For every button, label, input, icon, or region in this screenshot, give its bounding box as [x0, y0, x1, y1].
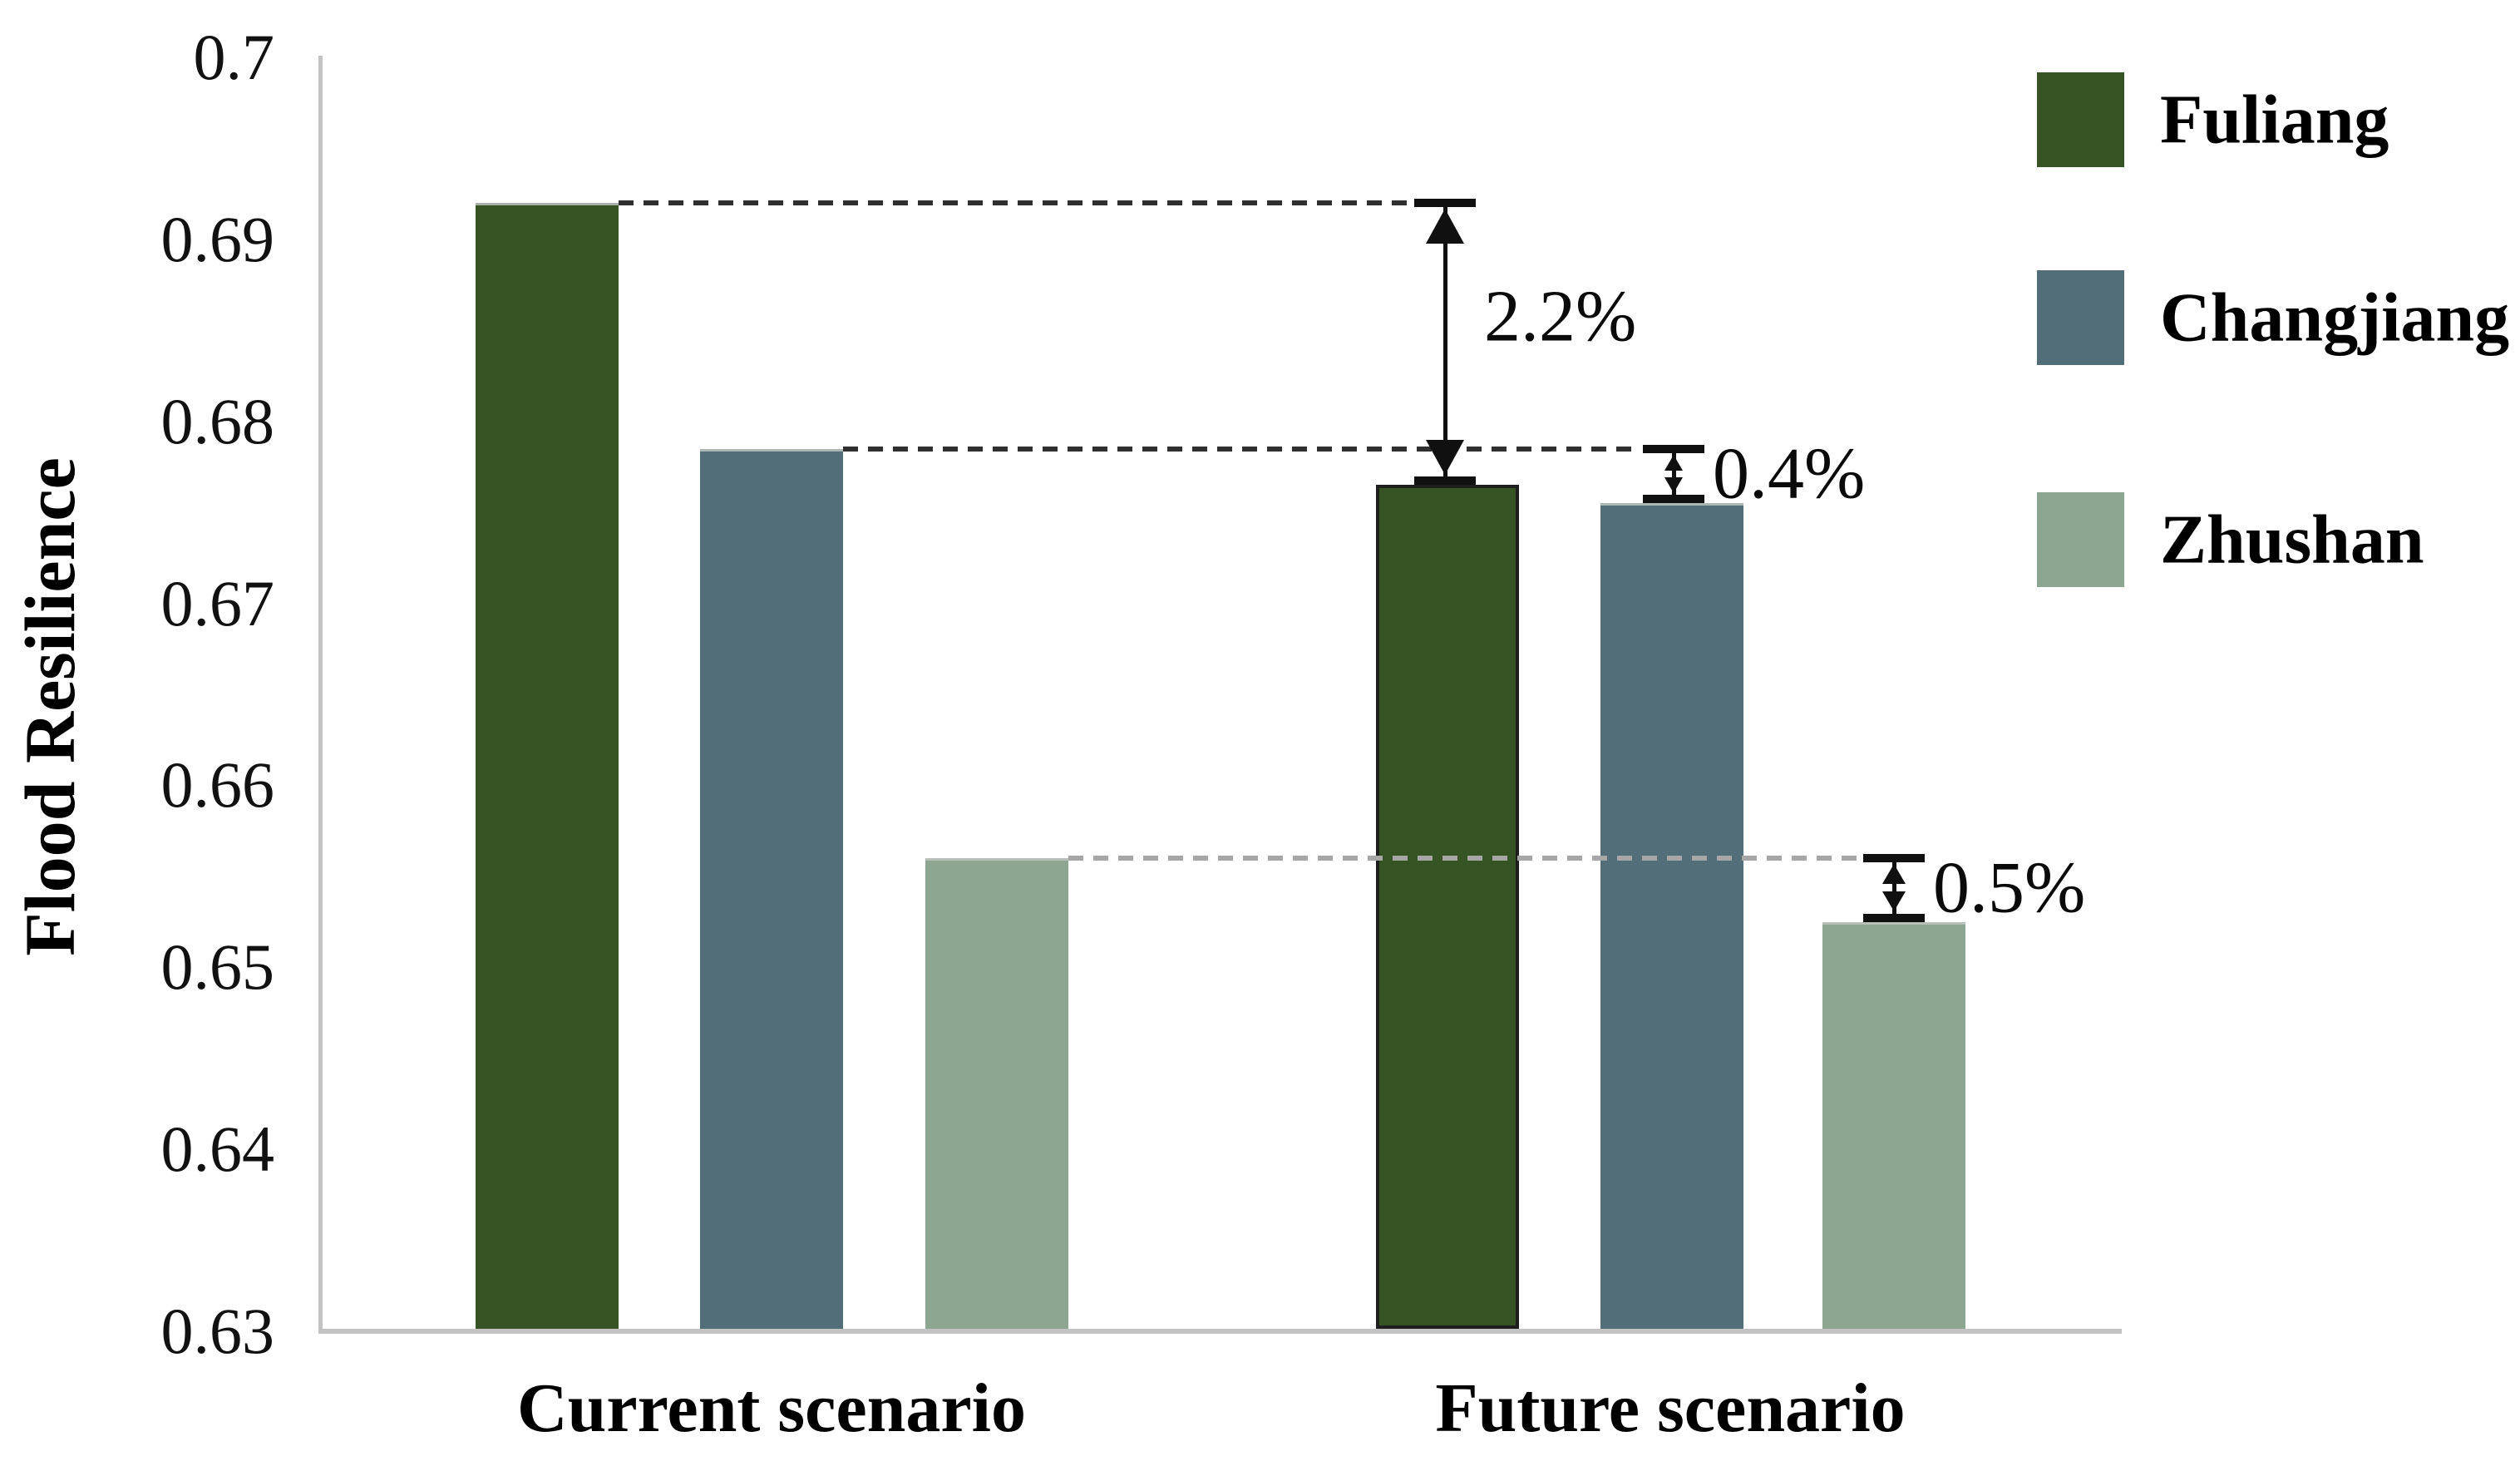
arrow-shaft — [1443, 207, 1447, 477]
legend-label-changjiang: Changjiang — [2160, 279, 2510, 357]
bar-fuliang-future — [1376, 485, 1519, 1329]
x-axis-line — [318, 1329, 2122, 1334]
arrow-bottom-cap — [1414, 476, 1476, 486]
legend-label-zhushan: Zhushan — [2160, 501, 2424, 579]
reference-dashed-line-changjiang — [843, 446, 1640, 452]
arrowhead-up — [1664, 454, 1683, 471]
y-tick-label: 0.69 — [160, 202, 275, 275]
arrowhead-down — [1664, 476, 1683, 493]
legend-swatch-zhushan — [2037, 492, 2124, 587]
arrowhead-up — [1882, 863, 1906, 884]
legend-label-fuliang: Fuliang — [2160, 81, 2389, 159]
bar-changjiang-current — [700, 448, 843, 1329]
arrowhead-down — [1426, 440, 1464, 476]
bar-changjiang-future — [1600, 503, 1743, 1329]
annotation-label-fuliang: 2.2% — [1484, 276, 1637, 358]
annotation-label-changjiang: 0.4% — [1713, 433, 1866, 515]
bar-fuliang-current — [476, 203, 619, 1329]
arrow-top-cap — [1414, 199, 1476, 208]
annotation-label-zhushan: 0.5% — [1933, 847, 2086, 929]
y-tick-label: 0.68 — [160, 384, 275, 457]
x-axis-label-current: Current scenario — [517, 1370, 1026, 1447]
arrowhead-up — [1426, 209, 1464, 244]
arrow-shaft — [1892, 861, 1896, 914]
reference-dashed-line-zhushan — [1068, 855, 1860, 861]
arrow-top-cap — [1643, 444, 1704, 453]
bar-zhushan-current — [925, 857, 1068, 1329]
arrow-shaft — [1672, 452, 1676, 496]
legend-swatch-fuliang — [2037, 72, 2124, 167]
arrow-bottom-cap — [1863, 913, 1925, 922]
y-tick-label: 0.66 — [160, 748, 275, 822]
legend-swatch-changjiang — [2037, 270, 2124, 365]
y-tick-label: 0.67 — [160, 566, 275, 639]
x-axis-label-future: Future scenario — [1435, 1370, 1906, 1447]
arrow-bottom-cap — [1643, 495, 1704, 504]
y-tick-label: 0.65 — [160, 930, 275, 1004]
bar-zhushan-future — [1822, 921, 1965, 1329]
y-tick-label: 0.63 — [160, 1295, 275, 1367]
arrow-top-cap — [1863, 853, 1925, 862]
y-axis-line — [318, 56, 323, 1334]
y-tick-label: 0.7 — [193, 21, 275, 93]
y-tick-label: 0.64 — [160, 1113, 275, 1186]
arrowhead-down — [1882, 891, 1906, 911]
reference-dashed-line-fuliang — [619, 200, 1411, 206]
